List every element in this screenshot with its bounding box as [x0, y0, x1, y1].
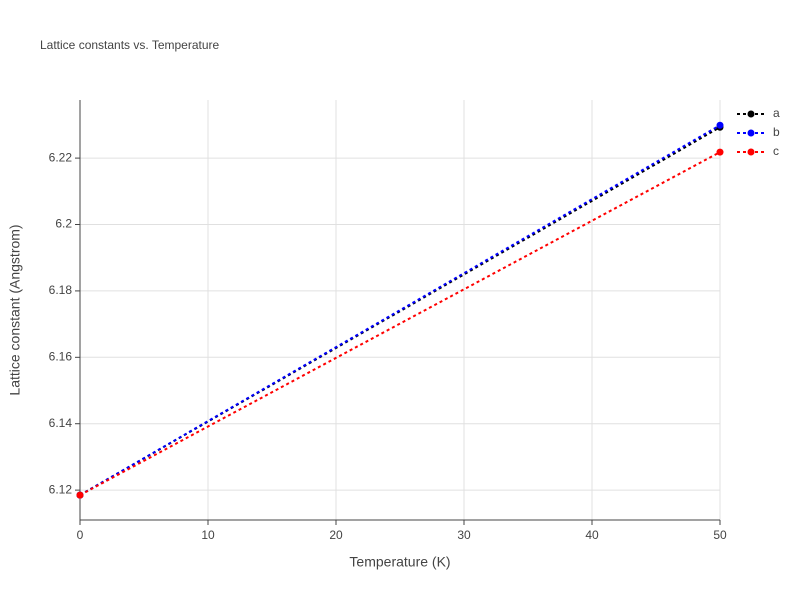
- legend-label: c: [773, 144, 779, 158]
- x-tick-label: 30: [457, 528, 471, 542]
- data-point: [76, 491, 84, 499]
- chart-title: Lattice constants vs. Temperature: [40, 38, 220, 52]
- x-tick-label: 50: [713, 528, 727, 542]
- data-point: [716, 121, 724, 129]
- y-tick-label: 6.16: [49, 349, 73, 363]
- series-line: [79, 124, 721, 496]
- series-line: [79, 151, 721, 496]
- y-tick-label: 6.12: [49, 482, 73, 496]
- x-tick-label: 20: [329, 528, 343, 542]
- legend-marker: [747, 110, 755, 118]
- legend-marker: [747, 148, 755, 156]
- y-tick-label: 6.18: [49, 283, 73, 297]
- x-tick-label: 10: [201, 528, 215, 542]
- y-tick-label: 6.22: [49, 150, 73, 164]
- x-tick-label: 40: [585, 528, 599, 542]
- data-point: [716, 148, 724, 156]
- legend-label: b: [773, 125, 780, 139]
- legend-marker: [747, 129, 755, 137]
- legend-label: a: [773, 106, 780, 120]
- y-axis-label: Lattice constant (Angstrom): [7, 224, 23, 395]
- y-tick-label: 6.14: [49, 416, 73, 430]
- x-tick-label: 0: [77, 528, 84, 542]
- y-tick-label: 6.2: [55, 217, 72, 231]
- x-axis-label: Temperature (K): [349, 554, 450, 570]
